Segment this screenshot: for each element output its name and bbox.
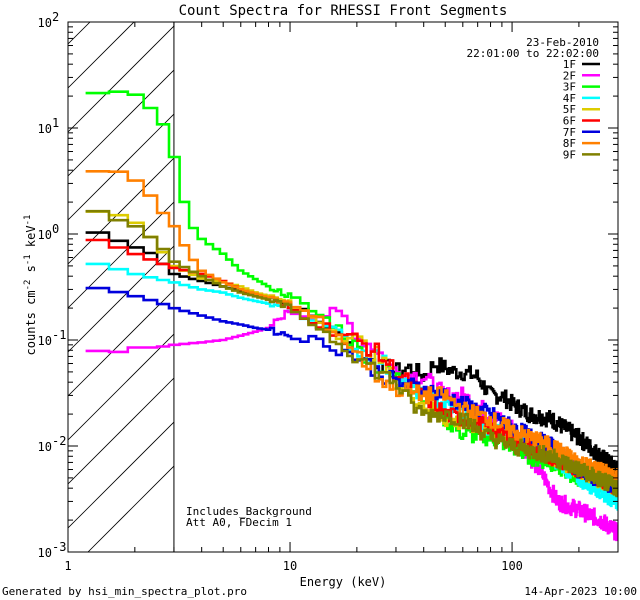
legend-label-6F: 6F <box>563 115 576 128</box>
legend-time-range: 22:01:00 to 22:02:00 <box>467 47 599 60</box>
hatch-line <box>68 377 174 485</box>
annotation-background: Includes_Background <box>186 505 312 518</box>
legend-label-4F: 4F <box>563 92 576 105</box>
y-tick-label: 10 <box>38 440 52 454</box>
y-tick-label: 10 <box>38 122 52 136</box>
chart-title: Count Spectra for RHESSI Front Segments <box>179 3 508 19</box>
series-9F <box>85 209 618 498</box>
legend-date: 23-Feb-2010 <box>526 36 599 49</box>
series-layer <box>85 90 618 542</box>
hatch-line <box>68 333 174 441</box>
y-tick-label: 10 <box>38 334 52 348</box>
y-tick-exponent: 2 <box>52 10 59 24</box>
hatch-line <box>68 69 174 177</box>
y-tick-exponent: -2 <box>52 434 66 448</box>
series-2F <box>85 306 618 542</box>
legend-label-9F: 9F <box>563 148 576 161</box>
legend-label-7F: 7F <box>563 126 576 139</box>
legend-label-3F: 3F <box>563 81 576 94</box>
y-axis-label: counts cm-2 s-1 keV-1 <box>23 215 38 356</box>
x-tick-label: 1 <box>64 559 71 573</box>
hatch-line <box>68 22 91 45</box>
y-tick-exponent: 1 <box>52 116 59 130</box>
hatch-line <box>68 289 174 397</box>
hatch-line <box>68 157 174 265</box>
y-tick-label: 10 <box>38 228 52 242</box>
legend-label-8F: 8F <box>563 137 576 150</box>
footer-date: 14-Apr-2023 10:00 <box>524 585 637 598</box>
hatch-line <box>68 25 174 133</box>
plot-frame <box>67 21 619 553</box>
hatch-line <box>68 113 174 221</box>
legend-label-5F: 5F <box>563 103 576 116</box>
annotation-attenuator: Att A0, FDecim 1 <box>186 516 292 529</box>
x-tick-label: 10 <box>283 559 297 573</box>
footer-generated-by: Generated by hsi_min_spectra_plot.pro <box>2 585 247 598</box>
hatch-line <box>68 421 174 529</box>
y-tick-label: 10 <box>38 16 52 30</box>
y-tick-exponent: 0 <box>52 222 59 236</box>
hatch-line <box>68 201 174 309</box>
hatch-line <box>68 22 135 89</box>
y-tick-exponent: -1 <box>52 328 66 342</box>
x-axis-label: Energy (keV) <box>300 575 387 589</box>
legend-label-2F: 2F <box>563 69 576 82</box>
hatch-line <box>87 465 174 552</box>
y-tick-exponent: -3 <box>52 540 66 554</box>
x-tick-label: 100 <box>501 559 523 573</box>
legend-label-1F: 1F <box>563 58 576 71</box>
y-tick-label: 10 <box>38 546 52 560</box>
